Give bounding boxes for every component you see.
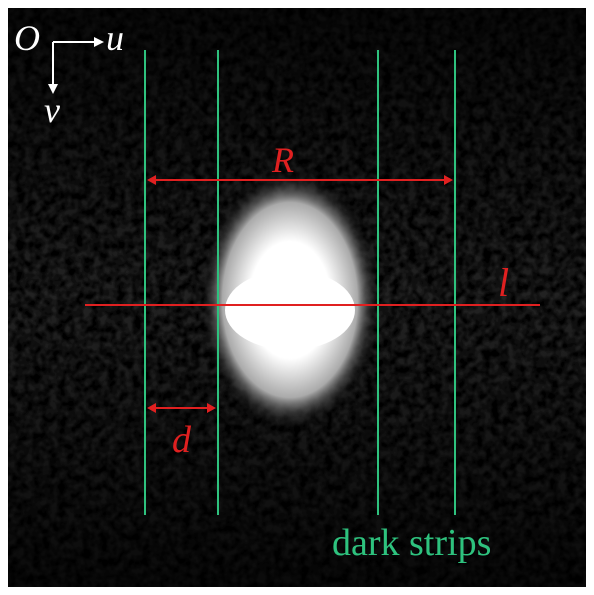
dark-strips-label: dark strips <box>332 522 491 564</box>
v-label: v <box>44 90 60 130</box>
label-d: d <box>172 419 192 461</box>
central-saturation <box>225 270 355 350</box>
u-label: u <box>106 18 124 58</box>
label-R: R <box>271 140 294 180</box>
origin-label: O <box>14 18 40 58</box>
spectrum-figure: R l d O u v dark strips <box>0 0 594 595</box>
label-l: l <box>498 260 509 305</box>
page: R l d O u v dark strips (() => { const d… <box>0 0 594 595</box>
